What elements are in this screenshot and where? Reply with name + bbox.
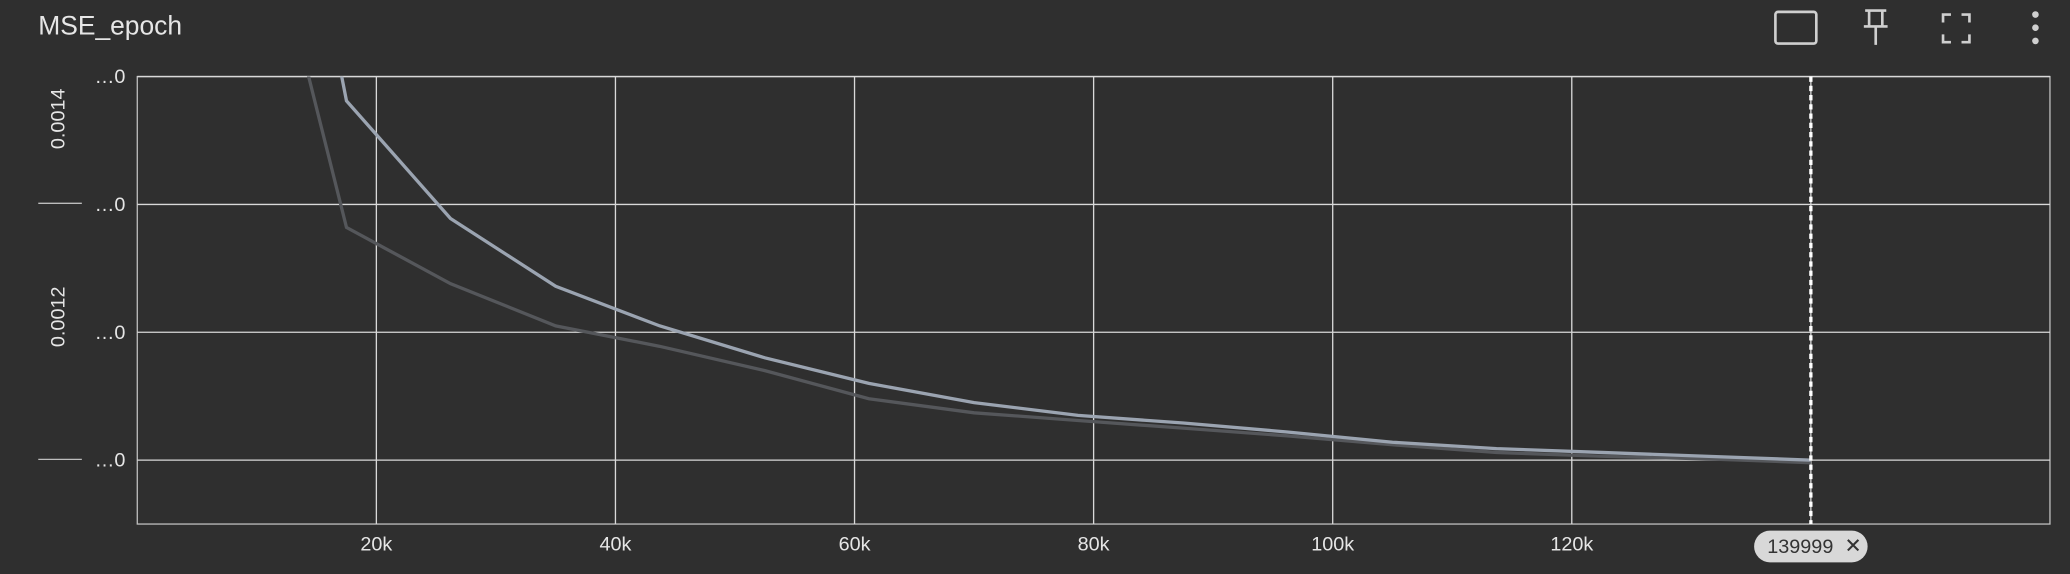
- fullscreen-button[interactable]: [1941, 13, 1971, 44]
- y-axis-annotation: 0.0014: [48, 89, 70, 150]
- chart-title: MSE_epoch: [38, 11, 182, 41]
- x-tick-label: 100k: [1311, 533, 1354, 555]
- series-line: [340, 76, 1811, 462]
- toolbar[interactable]: [1774, 9, 2039, 45]
- x-tick-label: 20k: [360, 533, 392, 555]
- x-tick-label: 80k: [1078, 533, 1110, 555]
- chart-body: MSE_epoch …0…0…0…020k40k60k80k100k120k14…: [38, 9, 2051, 563]
- cursor-badge[interactable]: 139999: [1754, 530, 1868, 563]
- x-tick-label: 120k: [1550, 533, 1593, 555]
- badge-close-icon: [1847, 539, 1860, 552]
- x-tick-label: 40k: [599, 533, 631, 555]
- series-line: [306, 76, 1811, 465]
- pin-button[interactable]: [1863, 9, 1888, 45]
- fit-domain-button[interactable]: [1774, 10, 1818, 45]
- y-tick-label: …0: [95, 450, 126, 472]
- y-axis-annotation: 0.0012: [48, 287, 70, 348]
- y-tick-label: …0: [95, 322, 126, 344]
- y-tick-label: …0: [95, 194, 126, 216]
- plot-lines: [306, 76, 1811, 465]
- x-tick-label: 60k: [839, 533, 871, 555]
- cursor-label: 139999: [1767, 536, 1833, 558]
- menu-button[interactable]: [2032, 11, 2039, 45]
- badge-background: [1754, 530, 1868, 563]
- y-tick-label: …0: [95, 66, 126, 88]
